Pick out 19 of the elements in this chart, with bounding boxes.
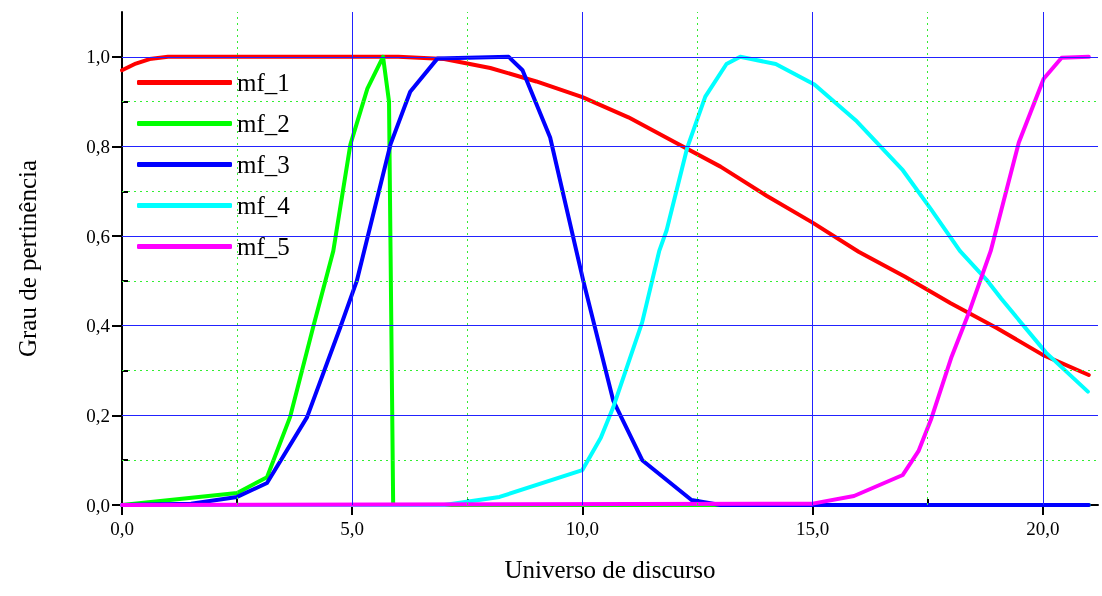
legend-label: mf_2	[237, 110, 290, 137]
y-axis-title: Grau de pertinência	[14, 159, 41, 358]
x-tick-label: 0,0	[110, 518, 134, 539]
legend-label: mf_3	[237, 151, 290, 178]
x-tick-label: 10,0	[565, 518, 599, 539]
x-tick-label: 15,0	[795, 518, 830, 539]
x-tick-label: 5,0	[340, 518, 365, 539]
x-axis-title: Universo de discurso	[504, 556, 716, 583]
legend-label: mf_4	[237, 192, 291, 219]
y-tick-label: 0,0	[86, 494, 110, 516]
legend-label: mf_5	[237, 233, 290, 260]
x-tick-label: 20,0	[1026, 518, 1060, 539]
line-series	[120, 54, 1091, 378]
y-tick-label: 0,6	[86, 225, 110, 247]
legend-label: mf_1	[237, 69, 290, 96]
y-tick-label: 0,2	[86, 404, 110, 426]
y-tick-label: 0,8	[86, 135, 110, 157]
y-tick-label: 0,4	[86, 315, 111, 337]
y-tick-label: 1,0	[86, 46, 110, 68]
